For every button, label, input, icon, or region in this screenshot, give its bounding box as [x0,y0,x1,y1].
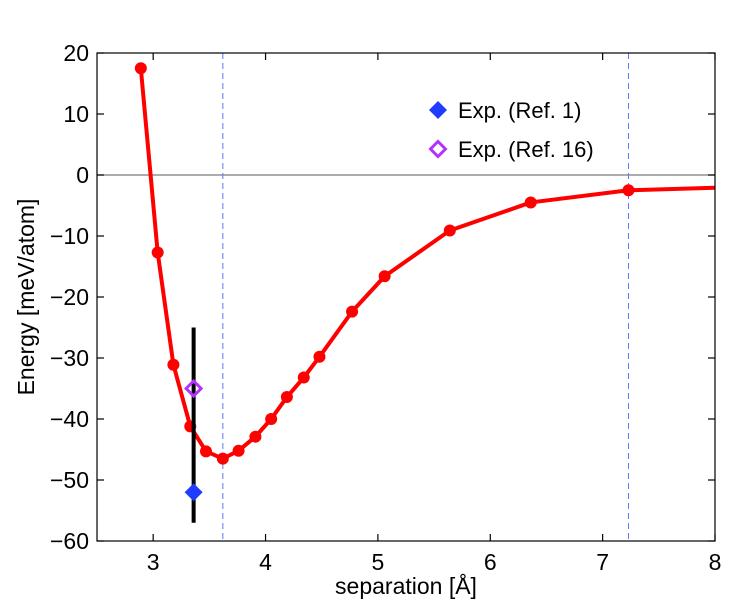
x-tick-label: 4 [259,549,272,575]
x-tick-label: 8 [709,549,722,575]
legend-label: Exp. (Ref. 16) [458,137,594,162]
x-tick-label: 5 [372,549,385,575]
energy-data-point [151,246,164,259]
x-axis-label: separation [Å] [335,572,477,599]
y-axis-label: Energy [meV/atom] [13,199,39,396]
energy-data-point [167,358,180,371]
energy-data-point [346,305,359,318]
energy-data-point [199,445,212,458]
energy-data-point [232,444,245,457]
energy-curve-line [138,66,715,461]
x-tick-label: 7 [596,549,609,575]
energy-data-point [524,196,537,209]
y-tick-label: 10 [63,101,89,127]
energy-data-point [443,224,456,237]
y-tick-label: −10 [50,223,89,249]
energy-data-point [313,350,326,363]
legend-label: Exp. (Ref. 1) [458,98,581,123]
y-tick-label: −50 [50,467,89,493]
legend-ref1-marker [429,101,447,119]
y-tick-label: −30 [50,345,89,371]
energy-data-point [378,270,391,283]
energy-data-point [280,391,293,404]
energy-data-point [134,62,147,75]
y-tick-label: −20 [50,284,89,310]
energy-data-point [622,184,635,197]
legend: Exp. (Ref. 1) Exp. (Ref. 16) [428,98,594,162]
y-tick-label: 20 [63,40,89,66]
y-tick-label: −40 [50,406,89,432]
energy-data-point [249,430,262,443]
exp-ref16-marker [184,378,204,399]
energy-data-point [216,452,229,465]
y-tick-label: −60 [50,528,89,554]
exp-ref1-marker [184,483,203,502]
energy-data-point [297,371,310,384]
energy-data-point [265,413,278,425]
legend-ref16-marker [428,139,448,159]
y-tick-label: 0 [76,162,89,188]
plot-frame [96,52,716,542]
x-tick-label: 6 [484,549,497,575]
x-tick-label: 3 [147,549,160,575]
